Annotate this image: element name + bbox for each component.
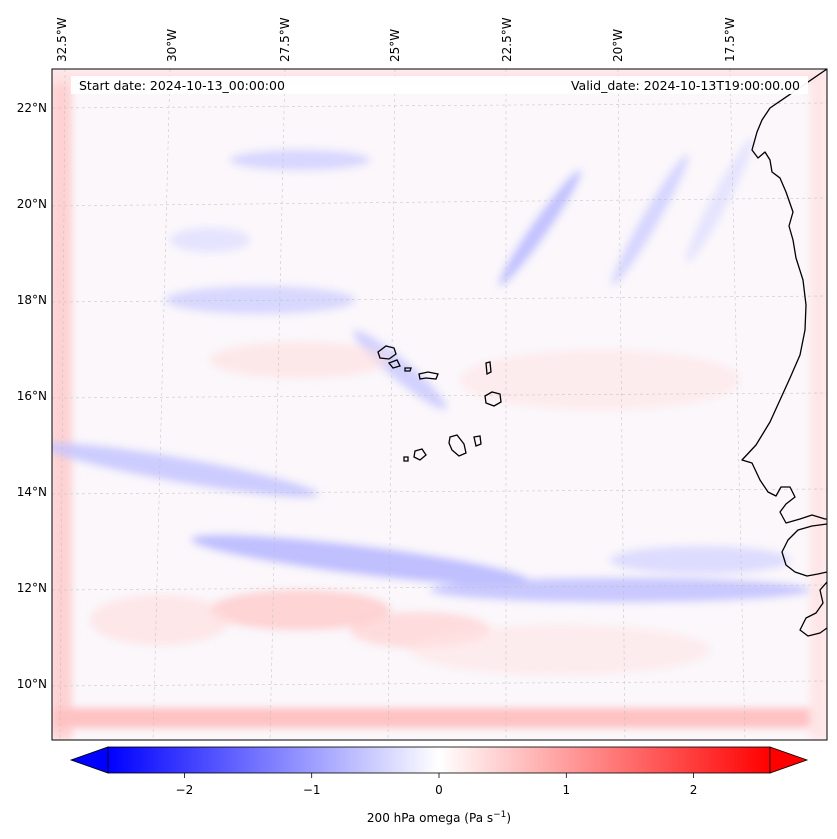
island-brava bbox=[403, 456, 409, 462]
start-date-label: Start date: 2024-10-13_00:00:00 bbox=[79, 78, 285, 93]
colorbar-tick-label: 0 bbox=[435, 783, 443, 797]
lat-label: 10°N bbox=[17, 677, 47, 691]
colorbar-tick-labels: −2 −1 0 1 2 bbox=[176, 783, 698, 797]
island-sal bbox=[485, 361, 492, 376]
coast-south bbox=[799, 581, 827, 637]
island-fogo bbox=[413, 448, 427, 461]
lat-label: 14°N bbox=[17, 485, 47, 499]
lat-label: 22°N bbox=[17, 101, 47, 115]
lat-label: 18°N bbox=[17, 293, 47, 307]
info-banner bbox=[71, 76, 808, 94]
map-frame bbox=[51, 68, 828, 741]
colorbar-tick-label: 2 bbox=[690, 783, 698, 797]
coast-guinea-bissau bbox=[781, 523, 827, 577]
lon-label: 32.5°W bbox=[55, 17, 69, 62]
colorbar-tick-label: −1 bbox=[303, 783, 321, 797]
island-santa-luzia bbox=[404, 367, 412, 372]
cabo-verde-islands bbox=[377, 345, 502, 462]
africa-coastline bbox=[741, 69, 827, 524]
lon-label: 20°W bbox=[611, 29, 625, 62]
lon-label: 22.5°W bbox=[500, 17, 514, 62]
valid-date-label: Valid_date: 2024-10-13T19:00:00.00 bbox=[571, 78, 800, 93]
colorbar-bar bbox=[107, 746, 771, 774]
colorbar-extend-max bbox=[769, 746, 809, 774]
lon-label: 17.5°W bbox=[723, 17, 737, 62]
colorbar-tick-label: 1 bbox=[562, 783, 570, 797]
lat-label: 12°N bbox=[17, 581, 47, 595]
island-maio bbox=[473, 435, 482, 447]
coastlines bbox=[741, 69, 827, 637]
colorbar-tickmarks bbox=[183, 773, 695, 778]
island-santiago bbox=[448, 434, 467, 457]
longitude-labels: 32.5°W 30°W 27.5°W 25°W 22.5°W 20°W 17.5… bbox=[55, 17, 737, 62]
island-boa-vista bbox=[484, 391, 502, 407]
latitude-labels: 22°N 20°N 18°N 16°N 14°N 12°N 10°N bbox=[17, 101, 47, 691]
island-santo-antao bbox=[377, 345, 397, 360]
gridlines bbox=[52, 69, 827, 740]
lon-label: 25°W bbox=[388, 29, 402, 62]
lon-label: 30°W bbox=[165, 29, 179, 62]
lat-label: 16°N bbox=[17, 389, 47, 403]
island-sao-nicolau bbox=[418, 371, 439, 380]
map-panel: Start date: 2024-10-13_00:00:00 Valid_da… bbox=[51, 68, 828, 741]
omega-field bbox=[52, 69, 827, 740]
colorbar-tick-label: −2 bbox=[176, 783, 194, 797]
colorbar-title: 200 hPa omega (Pa s−1) bbox=[367, 810, 511, 825]
lon-label: 27.5°W bbox=[278, 17, 292, 62]
island-sao-vicente bbox=[387, 359, 401, 369]
colorbar: −2 −1 0 1 2 200 hPa omega (Pa s−1) bbox=[69, 746, 809, 825]
lat-label: 20°N bbox=[17, 197, 47, 211]
colorbar-extend-min bbox=[69, 746, 109, 774]
